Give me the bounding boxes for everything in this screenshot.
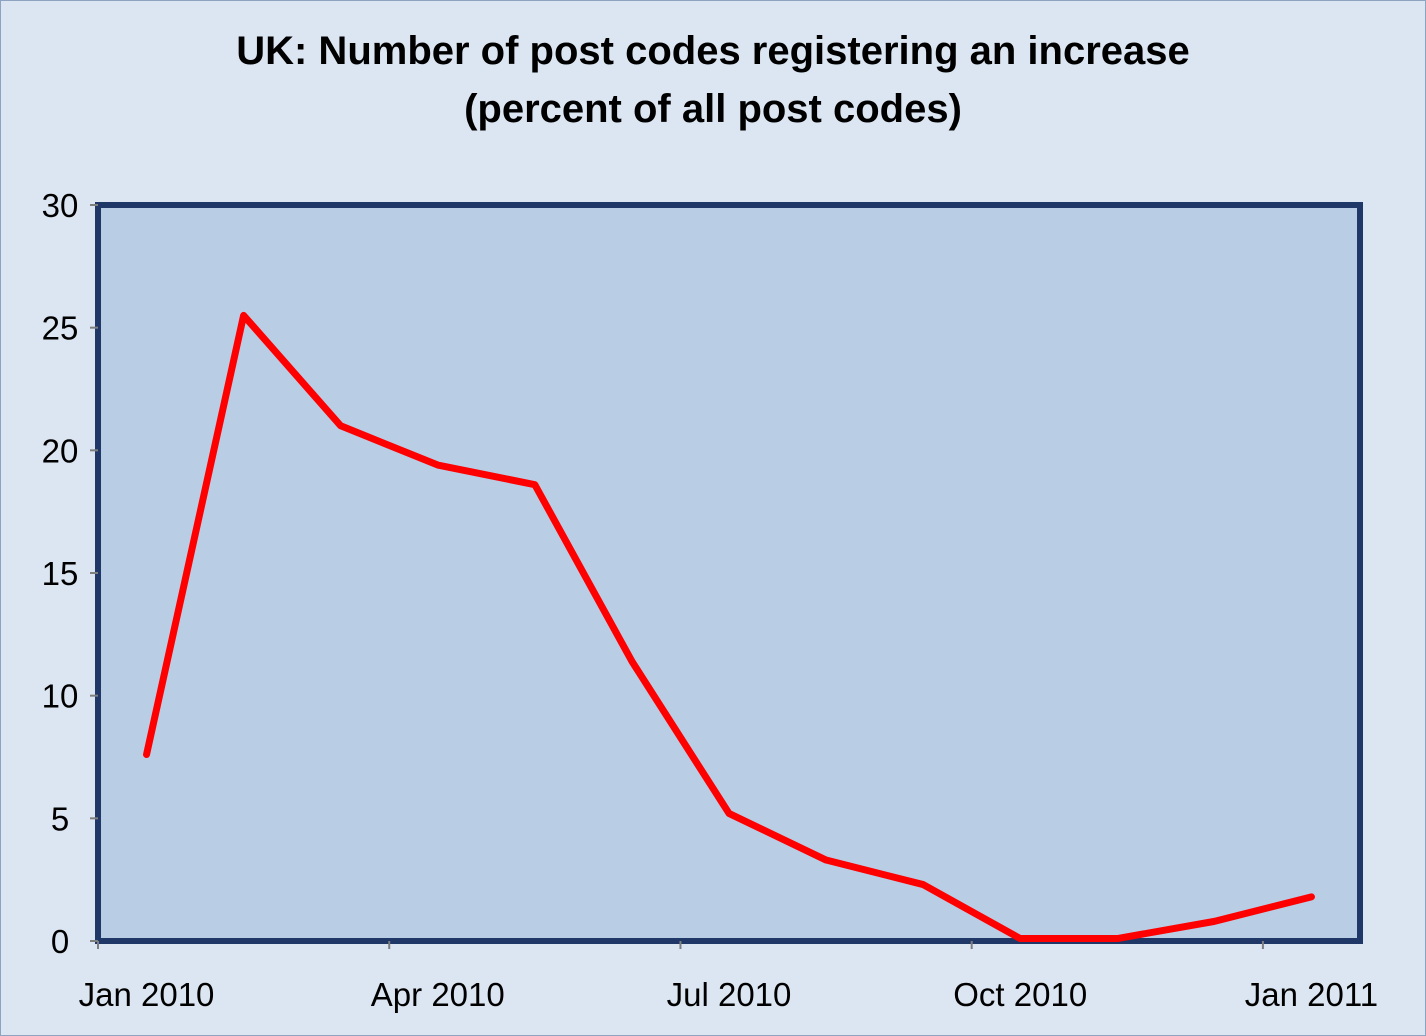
series-layer — [143, 311, 1315, 943]
x-tick-label: Oct 2010 — [953, 976, 1087, 1013]
y-tick-label: 25 — [42, 310, 79, 347]
y-tick-label: 5 — [51, 800, 69, 837]
y-axis: 0 5 10 15 20 25 30 — [42, 187, 98, 960]
plot-area — [95, 202, 1363, 944]
y-tick-label: 0 — [51, 923, 69, 960]
y-tick-label: 20 — [42, 432, 79, 469]
y-tick-label: 10 — [42, 678, 79, 715]
chart-title-line-2: (percent of all post codes) — [464, 87, 962, 131]
x-axis: Jan 2010 Apr 2010 Jul 2010 Oct 2010 Jan 2011 — [79, 941, 1378, 1013]
chart-title: UK: Number of post codes registering an … — [0, 22, 1426, 138]
x-tick-label: Jan 2011 — [1245, 976, 1378, 1013]
x-tick-label: Apr 2010 — [371, 976, 505, 1013]
y-tick-label: 30 — [42, 187, 79, 224]
y-tick-label: 15 — [42, 555, 79, 592]
x-tick-label: Jul 2010 — [667, 976, 792, 1013]
chart-title-line-1: UK: Number of post codes registering an … — [236, 29, 1190, 73]
x-tick-label: Jan 2010 — [79, 976, 215, 1013]
